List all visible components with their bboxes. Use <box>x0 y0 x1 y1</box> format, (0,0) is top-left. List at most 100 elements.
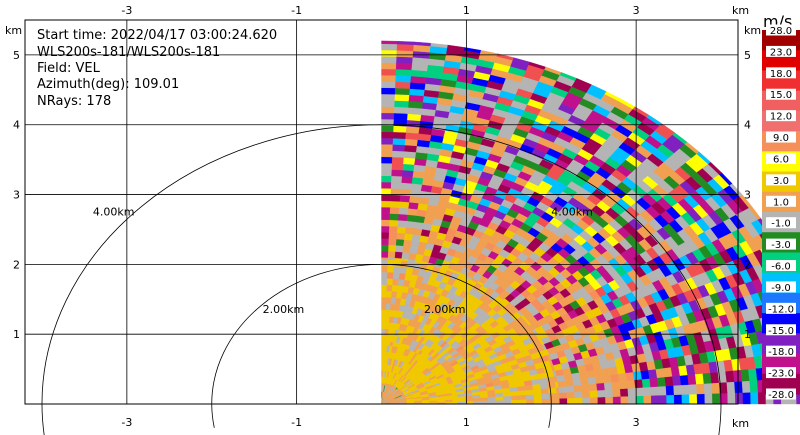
field-cell <box>396 226 406 234</box>
field-cell <box>384 309 391 317</box>
field-cell <box>386 271 394 279</box>
field-cell <box>381 188 391 195</box>
field-cell <box>407 201 419 210</box>
field-cell <box>711 382 721 394</box>
field-cell <box>389 303 396 311</box>
field-cell <box>381 213 390 221</box>
field-cell <box>390 290 398 299</box>
field-cell <box>548 387 557 394</box>
field-cell <box>627 387 637 397</box>
field-cell <box>650 386 660 396</box>
colorbar-label-bg <box>766 260 796 272</box>
colorbar-label: -15.0 <box>768 326 794 337</box>
colorbar-label: 6.0 <box>773 154 789 165</box>
colorbar-label-bg <box>766 131 796 143</box>
field-cell <box>388 232 398 240</box>
field-cell <box>566 391 576 399</box>
field-cell <box>567 397 576 405</box>
field-cell <box>541 393 550 400</box>
field-cell <box>381 219 390 227</box>
axis-unit-labels: km km km km <box>5 4 761 430</box>
field-cell <box>398 207 409 215</box>
y-unit-left: km <box>5 24 22 37</box>
field-cell <box>726 381 736 394</box>
field-cell <box>386 278 393 286</box>
field-cell <box>632 370 643 381</box>
field-cell <box>388 316 394 324</box>
field-cell <box>558 386 568 394</box>
field-cell <box>703 382 713 395</box>
field-cell <box>704 393 713 405</box>
y-unit-right: km <box>744 24 761 37</box>
field-cell <box>642 386 652 396</box>
field-cell <box>396 285 404 293</box>
field-cell <box>381 200 391 208</box>
colorbar-label: 3.0 <box>773 176 789 187</box>
colorbar-label-bg <box>766 152 796 164</box>
field-cell <box>574 397 583 405</box>
colorbar-label-bg <box>766 388 796 400</box>
field-cell <box>404 132 419 140</box>
colorbar-label-bg <box>766 67 796 79</box>
field-cell <box>611 381 621 390</box>
field-cell <box>565 385 575 393</box>
field-cell <box>396 43 414 52</box>
field-cell <box>643 395 652 405</box>
field-cell <box>383 340 388 346</box>
field-cell <box>381 297 387 304</box>
field-cell <box>533 398 543 405</box>
field-cell <box>503 395 512 401</box>
field-cell <box>381 144 393 151</box>
field-cell <box>595 375 605 384</box>
x-tick-label-bottom: 1 <box>463 416 470 429</box>
field-cell <box>381 131 394 139</box>
field-cell <box>533 393 543 400</box>
field-cell <box>394 87 410 96</box>
colorbar-label-bg <box>766 88 796 100</box>
field-cell <box>393 112 408 121</box>
field-cell <box>403 144 417 153</box>
x-tick-label-top: 1 <box>463 4 470 17</box>
range-ring <box>211 263 552 405</box>
field-cell <box>392 125 407 133</box>
field-cell <box>381 384 383 392</box>
field-cell <box>650 394 660 405</box>
field-cell <box>381 125 394 133</box>
field-cell <box>390 169 403 177</box>
field-cell <box>393 259 402 267</box>
field-cell <box>581 390 591 398</box>
colorbar-label: -3.0 <box>771 240 791 251</box>
y-tick-label-right: 3 <box>744 189 751 202</box>
field-cell <box>589 390 599 398</box>
field-cell <box>381 74 396 82</box>
colorbar-label-bg <box>766 24 796 36</box>
field-cell <box>397 278 405 287</box>
x-tick-label-bottom: 3 <box>633 416 640 429</box>
colorbar-label: 15.0 <box>770 90 792 101</box>
field-cell <box>381 364 384 371</box>
x-tick-label-top: 3 <box>633 4 640 17</box>
field-cell <box>657 385 667 396</box>
field-cell <box>381 181 392 189</box>
range-ring-label: 2.00km <box>263 303 305 316</box>
field-cell <box>403 233 413 241</box>
field-cell <box>381 81 396 89</box>
field-cell <box>391 150 405 158</box>
range-ring-tail <box>548 403 552 428</box>
field-cell <box>702 372 712 384</box>
field-cell <box>397 213 408 222</box>
field-cell <box>381 206 391 214</box>
field-cell <box>394 81 411 89</box>
colorbar: m/s 28.023.018.015.012.09.06.03.01.0-1.0… <box>762 12 800 401</box>
range-ring-tail <box>718 403 722 435</box>
field-cell <box>402 163 415 172</box>
field-cell <box>582 397 591 405</box>
field-cell <box>750 391 759 405</box>
colorbar-label: -28.0 <box>768 390 794 401</box>
field-cell <box>573 384 583 393</box>
field-cell <box>386 284 393 292</box>
field-cell <box>381 56 397 64</box>
field-cell <box>406 214 417 223</box>
field-cell <box>664 376 674 387</box>
colorbar-label: -23.0 <box>768 369 794 380</box>
